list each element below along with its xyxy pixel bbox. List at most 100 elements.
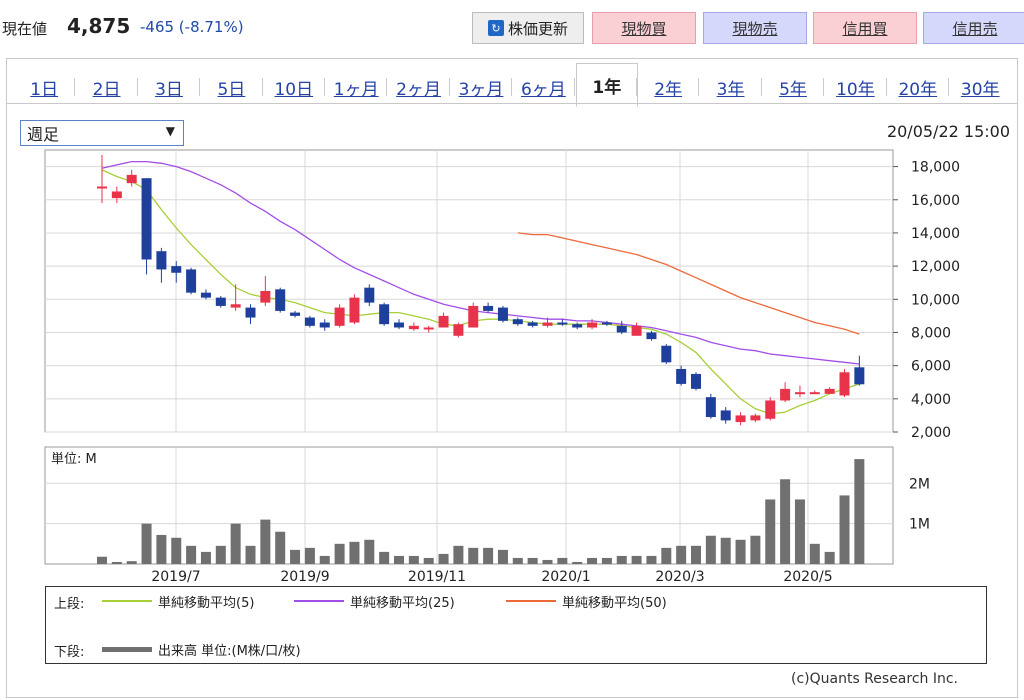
volume-bar: [468, 547, 479, 564]
candle-body: [750, 415, 761, 421]
candle-body: [601, 322, 612, 325]
price-plot-frame: [44, 149, 894, 433]
volume-bar: [111, 561, 122, 564]
candle-body: [572, 324, 583, 328]
candle-body: [468, 305, 479, 328]
candle-body: [794, 392, 805, 395]
margin-sell-button[interactable]: 信用売: [923, 12, 1024, 44]
refresh-price-button[interactable]: ↻ 株価更新: [472, 12, 584, 44]
candle-body: [156, 251, 167, 270]
x-tick-label: 2020/5: [783, 569, 832, 585]
x-tick-label: 2020/1: [541, 569, 590, 585]
volume-bar: [275, 531, 286, 564]
candle-body: [646, 332, 657, 340]
quote-bar: 現在値 4,875 -465 (-8.71%) ↻ 株価更新 現物買 現物売 信…: [0, 0, 1024, 56]
volume-bar: [631, 555, 642, 564]
candle-body: [215, 297, 226, 306]
candle-body: [542, 322, 553, 326]
candle-body: [245, 307, 256, 318]
legend-upper-label: 上段:: [54, 597, 85, 612]
volume-bar: [319, 555, 330, 564]
tab-separator: [386, 78, 388, 96]
tab-1[interactable]: 1日: [30, 79, 59, 100]
tab-7[interactable]: 2ヶ月: [396, 79, 441, 100]
candle-body: [527, 322, 538, 326]
price-tick-label: 4,000: [911, 392, 951, 408]
price-tick-label: 10,000: [911, 292, 960, 308]
volume-bar: [735, 539, 746, 564]
volume-bar: [394, 555, 404, 564]
tab-separator: [823, 78, 825, 96]
candle-body: [780, 388, 791, 401]
volume-bar: [765, 499, 776, 564]
candle-body: [379, 304, 390, 325]
volume-bar: [587, 557, 598, 564]
tab-12[interactable]: 3年: [716, 79, 745, 100]
tab-15[interactable]: 20年: [898, 79, 938, 100]
volume-bar: [483, 547, 494, 564]
tab-9[interactable]: 6ヶ月: [520, 79, 566, 100]
candle-body: [260, 291, 271, 303]
tab-13[interactable]: 5年: [779, 79, 807, 100]
tab-14[interactable]: 10年: [836, 79, 875, 100]
candle-body: [423, 327, 434, 330]
period-select[interactable]: 週足 ▼: [20, 120, 184, 146]
volume-bar: [720, 537, 731, 564]
candle-body: [230, 304, 241, 308]
candle-body: [200, 292, 211, 298]
period-select-value: 週足: [27, 125, 60, 144]
candle-body: [631, 325, 642, 336]
tab-10[interactable]: 1年: [575, 63, 638, 107]
candle-body: [497, 307, 508, 321]
candle-body: [765, 400, 776, 419]
volume-bar: [215, 545, 226, 564]
volume-bar: [646, 555, 657, 564]
tab-16[interactable]: 30年: [960, 79, 1000, 100]
volume-bar: [230, 523, 241, 564]
candle-body: [705, 397, 716, 418]
period-tabs: 1日 2日 3日 5日 10日 1ヶ月 2ヶ月 3ヶ月 6ヶ月 1年 2年 3年 5年 10年 20年 30年: [6, 58, 1018, 107]
tab-separator: [324, 78, 325, 96]
tab-divider: [6, 103, 1018, 104]
volume-bar: [854, 459, 865, 564]
volume-bar: [705, 535, 716, 564]
chart-legend: 上段: 単純移動平均(5) 単純移動平均(25) 単純移動平均(50) 下段: …: [45, 586, 987, 664]
current-price-value: 4,875: [67, 14, 131, 38]
volume-bar: [438, 553, 449, 564]
legend-ma25-swatch: [294, 600, 344, 602]
tab-separator: [760, 78, 762, 96]
volume-bar: [527, 557, 538, 564]
margin-buy-button[interactable]: 信用買: [813, 12, 917, 44]
volume-bar: [171, 537, 182, 564]
volume-bar: [557, 557, 568, 564]
volume-bar: [245, 545, 256, 564]
tab-separator: [948, 78, 949, 96]
volume-bar: [616, 555, 627, 564]
candle-body: [720, 410, 731, 421]
cash-buy-button[interactable]: 現物買: [592, 12, 696, 44]
tab-11[interactable]: 2年: [654, 79, 683, 100]
candle-body: [290, 312, 301, 316]
moving-average-line-2: [101, 160, 860, 365]
price-tick-label: 8,000: [911, 325, 951, 341]
candle-body: [141, 178, 152, 260]
tab-3[interactable]: 3日: [155, 79, 183, 100]
tab-5[interactable]: 10日: [274, 79, 314, 100]
candle-body: [438, 315, 449, 328]
volume-bar: [839, 495, 850, 564]
candle-body: [557, 322, 568, 325]
legend-volume-swatch: [102, 647, 152, 652]
volume-bar: [186, 545, 197, 564]
tab-8[interactable]: 3ヶ月: [458, 79, 504, 100]
tab-4[interactable]: 5日: [217, 79, 246, 100]
tab-2[interactable]: 2日: [92, 79, 121, 100]
candle-body: [453, 324, 464, 336]
candle-body: [408, 325, 419, 330]
volume-tick-label: 1M: [909, 517, 930, 533]
volume-bar: [141, 523, 152, 564]
cash-sell-button[interactable]: 現物売: [703, 12, 807, 44]
tab-6[interactable]: 1ヶ月: [333, 79, 379, 100]
candle-body: [394, 322, 404, 328]
price-tick-label: 2,000: [911, 425, 951, 441]
volume-bar: [379, 551, 390, 564]
